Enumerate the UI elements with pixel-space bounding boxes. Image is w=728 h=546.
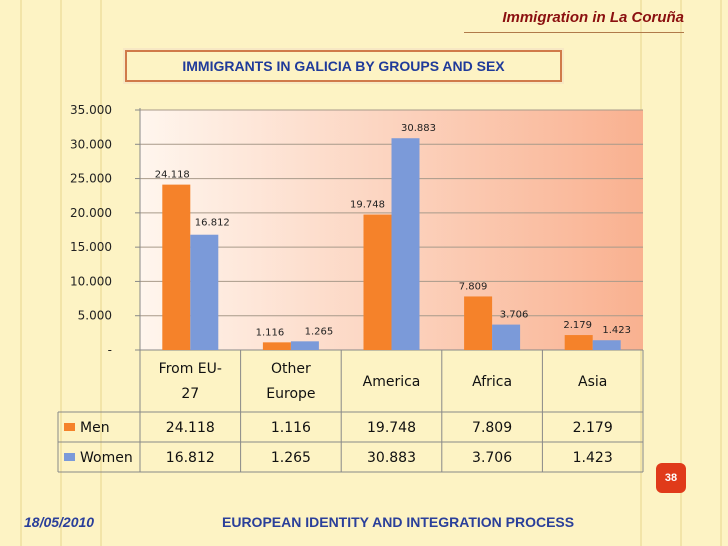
bar xyxy=(564,335,593,350)
category-label: Other xyxy=(271,361,311,377)
data-label: 30.883 xyxy=(401,123,436,134)
background-stripe xyxy=(100,0,102,546)
table-cell: 2.179 xyxy=(573,420,613,436)
y-tick-label: 5.000 xyxy=(78,309,112,323)
category-label: Asia xyxy=(578,374,607,390)
title-underline xyxy=(464,32,684,33)
data-label: 16.812 xyxy=(195,218,230,229)
y-tick-label: 10.000 xyxy=(70,274,112,288)
background-stripe xyxy=(60,0,62,546)
category-label: Europe xyxy=(266,386,315,402)
y-tick-label: 30.000 xyxy=(70,137,112,151)
table-cell: 7.809 xyxy=(472,420,512,436)
bar xyxy=(290,341,319,350)
y-tick-label: 25.000 xyxy=(70,172,112,186)
footer-text: EUROPEAN IDENTITY AND INTEGRATION PROCES… xyxy=(222,514,575,530)
data-label: 3.706 xyxy=(500,310,529,321)
bar xyxy=(162,184,191,350)
category-label: From EU- xyxy=(159,361,222,377)
table-cell: 3.706 xyxy=(472,450,512,466)
page-number-badge: 38 xyxy=(656,463,686,493)
table-cell: 16.812 xyxy=(166,450,215,466)
bar xyxy=(190,234,219,350)
bar xyxy=(363,214,392,350)
bar xyxy=(592,340,621,350)
data-label: 1.116 xyxy=(256,327,285,338)
bar xyxy=(391,138,420,350)
table-cell: 1.265 xyxy=(271,450,311,466)
footer-date: 18/05/2010 xyxy=(24,514,95,530)
background-stripe xyxy=(20,0,22,546)
table-cell: 30.883 xyxy=(367,450,416,466)
bar xyxy=(262,342,291,350)
legend-swatch xyxy=(64,423,75,431)
data-label: 24.118 xyxy=(155,170,190,181)
chart-title: IMMIGRANTS IN GALICIA BY GROUPS AND SEX xyxy=(125,50,562,82)
data-label: 19.748 xyxy=(350,200,385,211)
category-label: Africa xyxy=(472,374,512,390)
category-label: America xyxy=(363,374,421,390)
data-label: 1.423 xyxy=(602,325,631,336)
table-cell: 19.748 xyxy=(367,420,416,436)
bar xyxy=(492,324,521,350)
y-tick-label: 35.000 xyxy=(70,103,112,117)
y-tick-label: - xyxy=(108,343,112,357)
category-label: 27 xyxy=(181,386,199,402)
legend-label: Men xyxy=(80,420,110,436)
y-tick-label: 15.000 xyxy=(70,240,112,254)
table-cell: 1.423 xyxy=(573,450,613,466)
slide-title: Immigration in La Coruña xyxy=(502,9,684,26)
data-label: 2.179 xyxy=(563,320,592,331)
background-stripe xyxy=(720,0,722,546)
table-cell: 24.118 xyxy=(166,420,215,436)
data-label: 1.265 xyxy=(305,326,334,337)
legend-swatch xyxy=(64,453,75,461)
data-label: 7.809 xyxy=(459,281,488,292)
bar xyxy=(464,296,493,350)
background-stripe xyxy=(680,0,682,546)
table-cell: 1.116 xyxy=(271,420,311,436)
y-tick-label: 20.000 xyxy=(70,206,112,220)
legend-label: Women xyxy=(80,450,133,466)
